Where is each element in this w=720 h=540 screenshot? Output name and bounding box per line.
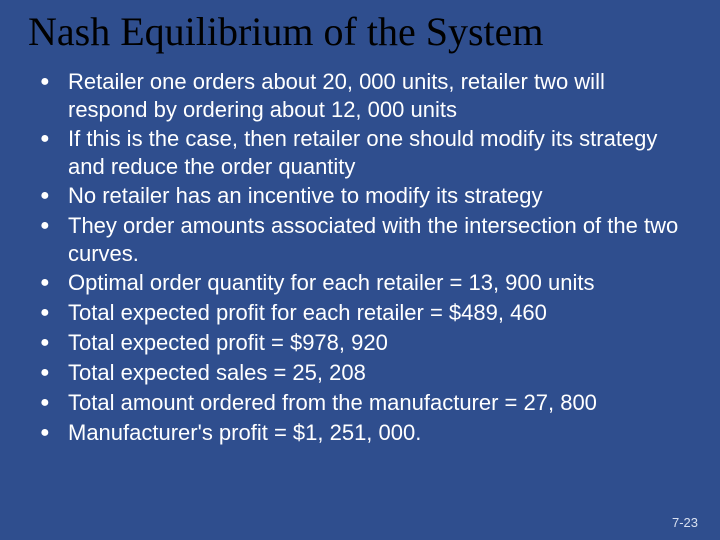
bullet-text: If this is the case, then retailer one s… xyxy=(68,125,686,180)
bullet-item: ● Total amount ordered from the manufact… xyxy=(40,389,686,417)
bullet-item: ● No retailer has an incentive to modify… xyxy=(40,182,686,210)
bullet-text: Retailer one orders about 20, 000 units,… xyxy=(68,68,686,123)
bullet-dot-icon: ● xyxy=(40,212,68,240)
bullet-item: ● Retailer one orders about 20, 000 unit… xyxy=(40,68,686,123)
bullet-dot-icon: ● xyxy=(40,182,68,210)
bullet-text: They order amounts associated with the i… xyxy=(68,212,686,267)
bullet-list: ● Retailer one orders about 20, 000 unit… xyxy=(28,68,692,447)
bullet-dot-icon: ● xyxy=(40,269,68,297)
bullet-item: ● Total expected sales = 25, 208 xyxy=(40,359,686,387)
bullet-item: ● They order amounts associated with the… xyxy=(40,212,686,267)
bullet-text: Manufacturer's profit = $1, 251, 000. xyxy=(68,419,686,447)
bullet-dot-icon: ● xyxy=(40,125,68,153)
bullet-item: ● Total expected profit for each retaile… xyxy=(40,299,686,327)
slide-title: Nash Equilibrium of the System xyxy=(28,10,692,54)
bullet-item: ● If this is the case, then retailer one… xyxy=(40,125,686,180)
page-number: 7-23 xyxy=(672,515,698,530)
bullet-text: Optimal order quantity for each retailer… xyxy=(68,269,686,297)
bullet-text: Total amount ordered from the manufactur… xyxy=(68,389,686,417)
bullet-item: ● Optimal order quantity for each retail… xyxy=(40,269,686,297)
bullet-text: No retailer has an incentive to modify i… xyxy=(68,182,686,210)
bullet-dot-icon: ● xyxy=(40,329,68,357)
bullet-dot-icon: ● xyxy=(40,299,68,327)
bullet-text: Total expected sales = 25, 208 xyxy=(68,359,686,387)
bullet-text: Total expected profit = $978, 920 xyxy=(68,329,686,357)
bullet-item: ● Total expected profit = $978, 920 xyxy=(40,329,686,357)
slide: Nash Equilibrium of the System ● Retaile… xyxy=(0,0,720,540)
bullet-dot-icon: ● xyxy=(40,389,68,417)
bullet-text: Total expected profit for each retailer … xyxy=(68,299,686,327)
bullet-dot-icon: ● xyxy=(40,419,68,447)
bullet-dot-icon: ● xyxy=(40,359,68,387)
bullet-dot-icon: ● xyxy=(40,68,68,96)
bullet-item: ● Manufacturer's profit = $1, 251, 000. xyxy=(40,419,686,447)
